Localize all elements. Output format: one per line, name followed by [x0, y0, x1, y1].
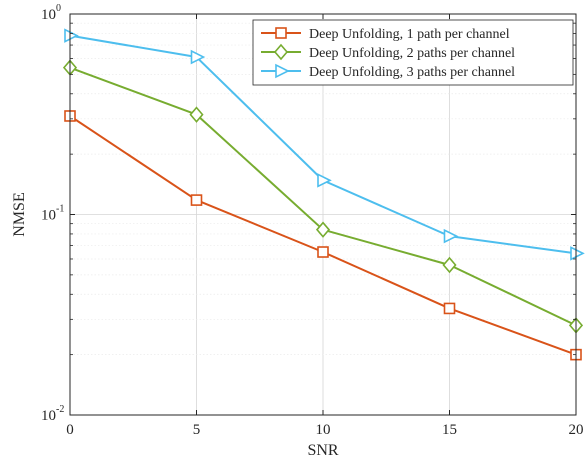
legend-item: Deep Unfolding, 2 paths per channel — [261, 43, 515, 61]
series-point — [190, 49, 206, 65]
x-axis-label: SNR — [307, 442, 338, 459]
y-tick-label-base: 10 — [41, 208, 56, 224]
legend: Deep Unfolding, 1 path per channel Deep U… — [252, 19, 574, 86]
legend-label: Deep Unfolding, 3 paths per channel — [309, 65, 515, 80]
x-tick-label: 20 — [569, 422, 584, 438]
legend-item: Deep Unfolding, 1 path per channel — [261, 27, 510, 42]
legend-marker — [275, 63, 290, 79]
y-tick-label-exponent: -2 — [56, 404, 64, 415]
y-tick-label: 10 -2 — [41, 404, 64, 424]
y-tick-label: 10 -1 — [41, 204, 64, 224]
series-point — [317, 246, 329, 258]
series-point — [189, 106, 204, 123]
series-3 — [64, 28, 585, 261]
series-point — [442, 256, 457, 274]
x-tick-label: 0 — [66, 422, 74, 438]
y-tick-label: 10 0 — [41, 3, 61, 23]
legend-label: Deep Unfolding, 1 path per channel — [309, 27, 510, 42]
series-point — [317, 173, 332, 188]
y-axis-label: NMSE — [11, 192, 28, 236]
series-point — [315, 221, 331, 238]
y-tick-label-exponent: 0 — [56, 3, 61, 14]
y-tick-label-exponent: -1 — [56, 204, 64, 215]
y-tick-label-base: 10 — [41, 408, 56, 424]
series-point — [443, 228, 459, 244]
y-tick-label-base: 10 — [41, 7, 56, 23]
x-tick-label: 15 — [442, 422, 457, 438]
x-tick-label: 10 — [316, 422, 331, 438]
series-point — [190, 194, 203, 206]
legend-marker — [273, 43, 289, 61]
series-point — [64, 28, 79, 43]
legend-marker — [275, 27, 287, 39]
legend-item: Deep Unfolding, 3 paths per channel — [261, 63, 515, 80]
series-point — [443, 302, 456, 315]
legend-box — [252, 19, 574, 86]
x-tick-label: 5 — [193, 422, 201, 438]
legend-label: Deep Unfolding, 2 paths per channel — [309, 46, 515, 61]
series-point — [570, 246, 585, 261]
